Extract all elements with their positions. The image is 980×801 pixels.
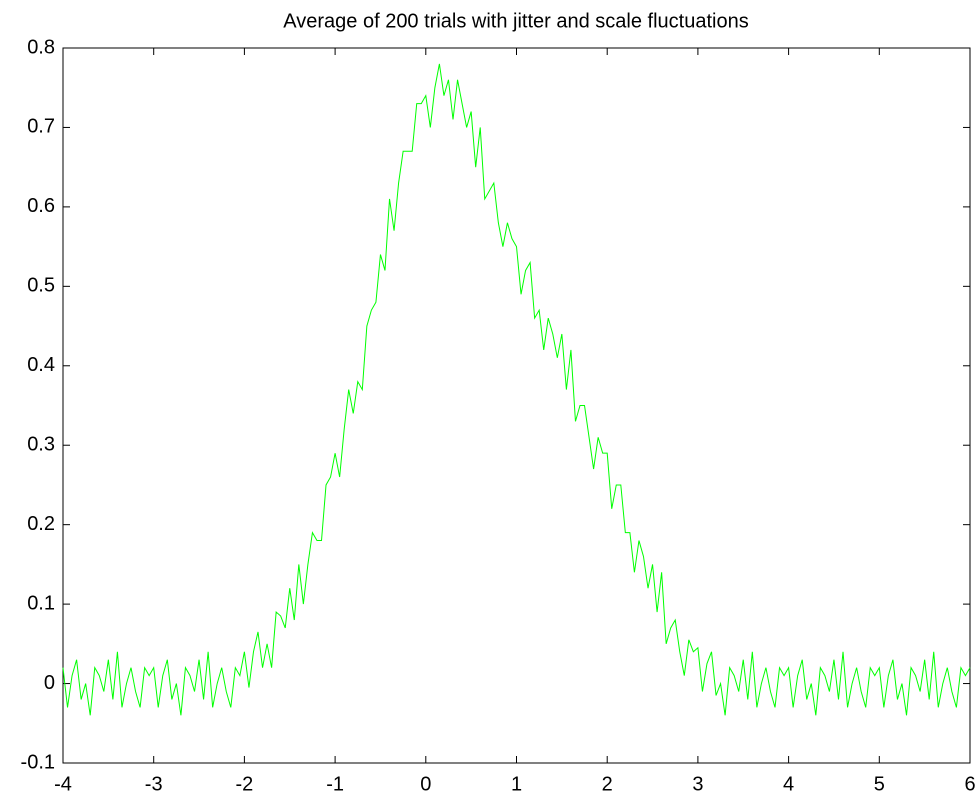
- x-tick-label: 6: [964, 773, 975, 795]
- y-tick-label: 0.8: [27, 36, 55, 58]
- x-tick-label: 0: [420, 773, 431, 795]
- x-tick-label: -1: [326, 773, 344, 795]
- y-tick-label: 0.4: [27, 354, 55, 376]
- y-tick-label: 0.3: [27, 434, 55, 456]
- chart-title: Average of 200 trials with jitter and sc…: [283, 10, 748, 32]
- y-tick-label: 0.6: [27, 195, 55, 217]
- x-tick-label: 2: [602, 773, 613, 795]
- y-tick-label: 0.1: [27, 592, 55, 614]
- y-tick-label: 0.5: [27, 275, 55, 297]
- y-tick-label: -0.1: [21, 751, 55, 773]
- y-tick-label: 0.7: [27, 116, 55, 138]
- x-tick-label: -4: [54, 773, 72, 795]
- x-tick-label: 3: [692, 773, 703, 795]
- x-tick-label: 4: [783, 773, 794, 795]
- x-tick-label: -2: [236, 773, 254, 795]
- x-tick-label: 5: [874, 773, 885, 795]
- y-tick-label: 0.2: [27, 513, 55, 535]
- x-tick-label: 1: [511, 773, 522, 795]
- x-tick-label: -3: [145, 773, 163, 795]
- data-line: [62, 63, 971, 716]
- y-tick-label: 0: [44, 672, 55, 694]
